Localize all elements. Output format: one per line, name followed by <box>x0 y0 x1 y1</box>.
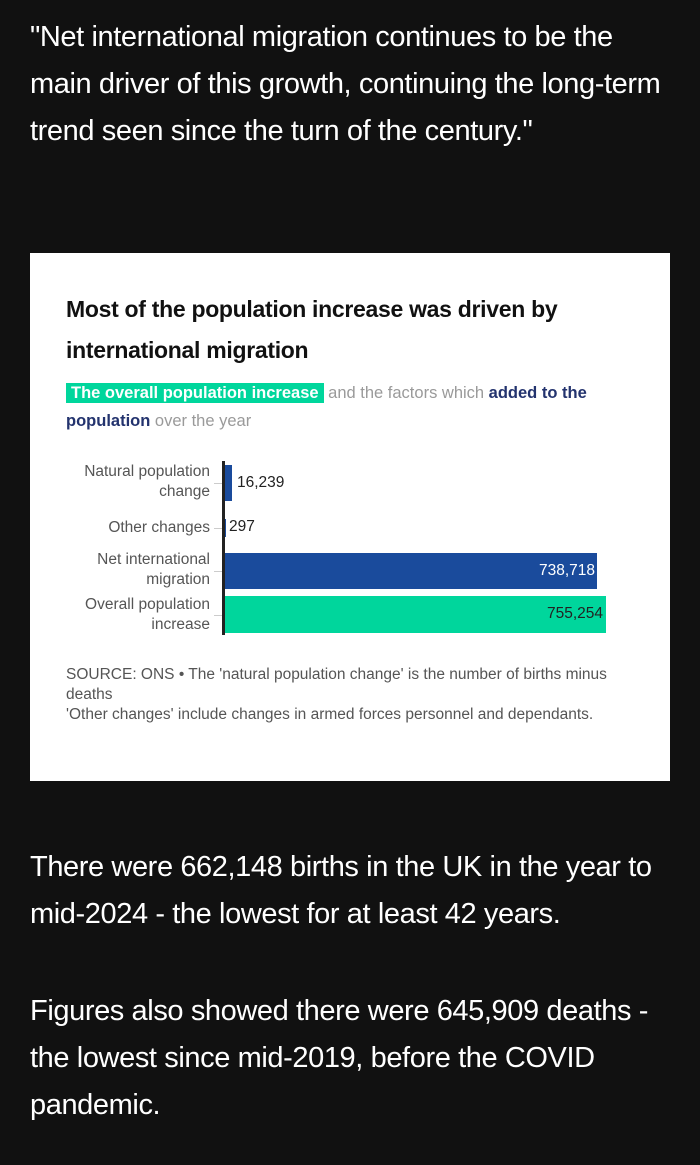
category-label: Net international migration <box>97 551 210 588</box>
value-label: 738,718 <box>538 562 595 579</box>
legend-overall-increase: The overall population increase <box>66 383 324 403</box>
y-axis-line <box>222 461 225 635</box>
category-label: Overall population increase <box>85 596 210 633</box>
chart-title: Most of the population increase was driv… <box>66 296 558 363</box>
value-label: 16,239 <box>237 474 285 491</box>
chart-source: SOURCE: ONS • The 'natural population ch… <box>66 666 607 723</box>
tick <box>214 528 222 529</box>
category-label: Other changes <box>108 519 210 536</box>
category-label: Natural population change <box>84 463 210 500</box>
bar-overall-increase <box>225 596 606 633</box>
tick <box>214 571 222 572</box>
tick <box>214 483 222 484</box>
value-label: 755,254 <box>546 605 603 622</box>
tick <box>214 615 222 616</box>
value-label: 297 <box>229 518 255 535</box>
bar-other-changes <box>225 519 226 537</box>
body-paragraph: Figures also showed there were 645,909 d… <box>30 995 648 1121</box>
legend-added-factors: added to the population <box>66 384 587 430</box>
chart-subtitle: The overall population increase and the … <box>66 383 587 430</box>
bar-chart: Natural population change Other changes … <box>30 453 670 638</box>
bar-net-migration <box>225 553 597 589</box>
body-paragraph: There were 662,148 births in the UK in t… <box>30 851 652 930</box>
chart-card: Most of the population increase was driv… <box>30 253 670 781</box>
pull-quote: "Net international migration continues t… <box>30 21 661 147</box>
bar-natural-change <box>225 465 232 501</box>
